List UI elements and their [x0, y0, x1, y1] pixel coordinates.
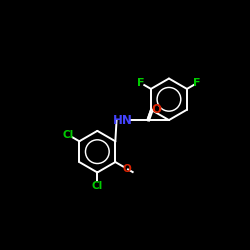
- Text: O: O: [122, 164, 131, 173]
- Text: F: F: [137, 78, 145, 88]
- Text: Cl: Cl: [92, 180, 103, 190]
- Text: Cl: Cl: [62, 130, 74, 140]
- Text: O: O: [152, 103, 162, 116]
- Text: HN: HN: [113, 114, 133, 126]
- Text: F: F: [193, 78, 201, 88]
